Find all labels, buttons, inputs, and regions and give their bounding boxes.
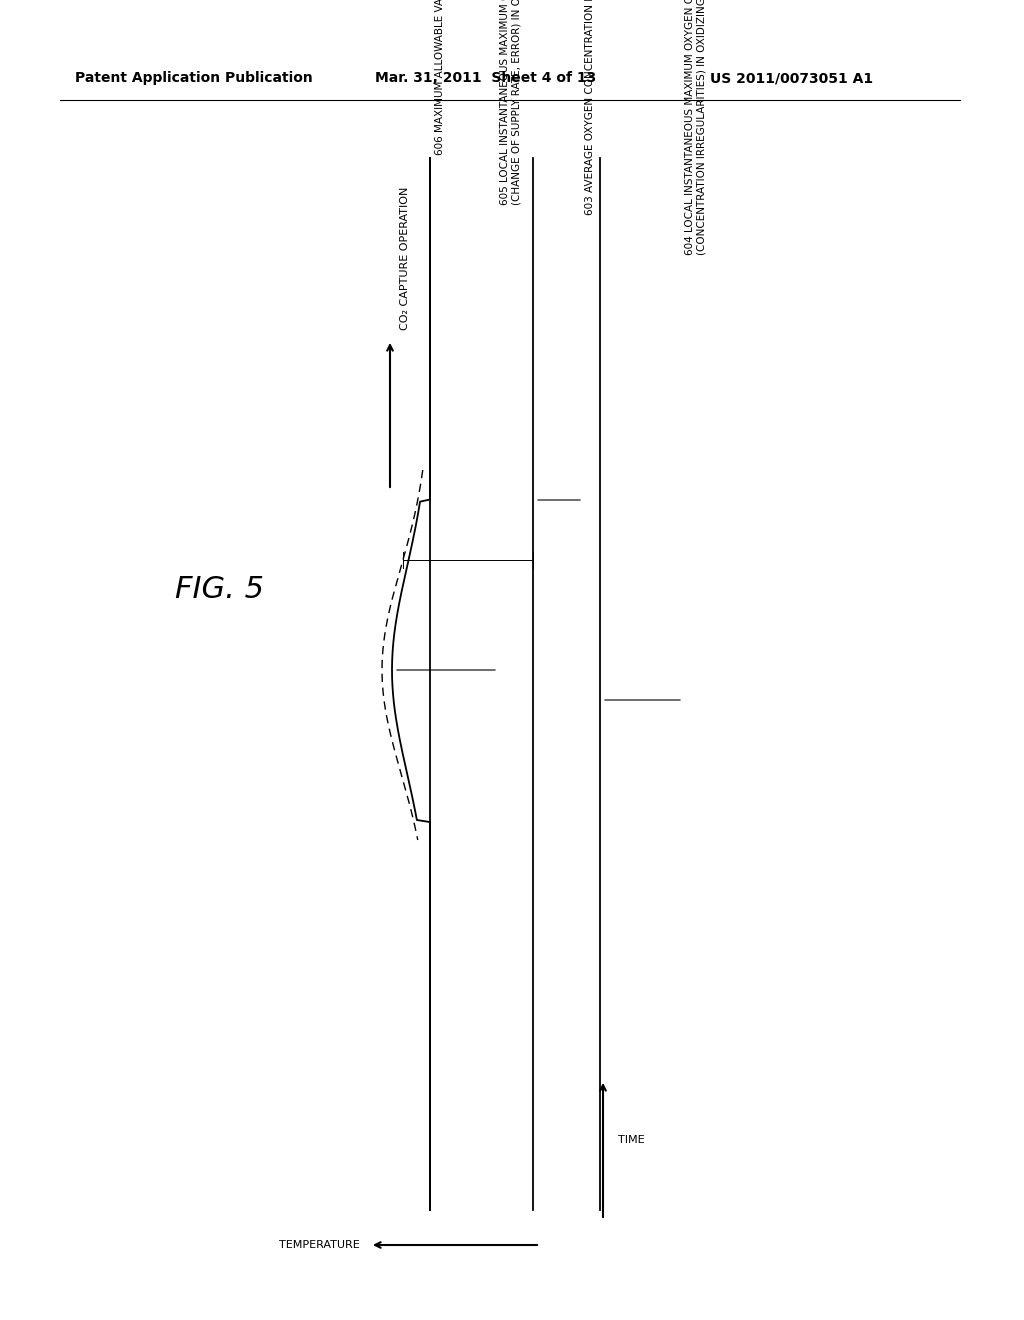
Text: TIME: TIME xyxy=(618,1135,645,1144)
Text: US 2011/0073051 A1: US 2011/0073051 A1 xyxy=(710,71,873,84)
Text: 603 AVERAGE OXYGEN CONCENTRATION IN OXIDIZING GAS: 603 AVERAGE OXYGEN CONCENTRATION IN OXID… xyxy=(585,0,595,215)
Text: 605 LOCAL INSTANTANEOUS MAXIMUM OXYGEN CONCENTRATION
(CHANGE OF SUPPLY RATE, ERR: 605 LOCAL INSTANTANEOUS MAXIMUM OXYGEN C… xyxy=(500,0,521,205)
Text: CO₂ CAPTURE OPERATION: CO₂ CAPTURE OPERATION xyxy=(400,186,410,330)
Text: TEMPERATURE: TEMPERATURE xyxy=(280,1239,360,1250)
Text: 604 LOCAL INSTANTANEOUS MAXIMUM OXYGEN CONCENTRATION
(CONCENTRATION IRREGULARITI: 604 LOCAL INSTANTANEOUS MAXIMUM OXYGEN C… xyxy=(685,0,707,255)
Text: Mar. 31, 2011  Sheet 4 of 13: Mar. 31, 2011 Sheet 4 of 13 xyxy=(375,71,596,84)
Text: 606 MAXIMUM ALLOWABLE VALUE OF OXYGEN CONCENTRATION: 606 MAXIMUM ALLOWABLE VALUE OF OXYGEN CO… xyxy=(435,0,445,154)
Text: Patent Application Publication: Patent Application Publication xyxy=(75,71,312,84)
Text: FIG. 5: FIG. 5 xyxy=(175,576,264,605)
